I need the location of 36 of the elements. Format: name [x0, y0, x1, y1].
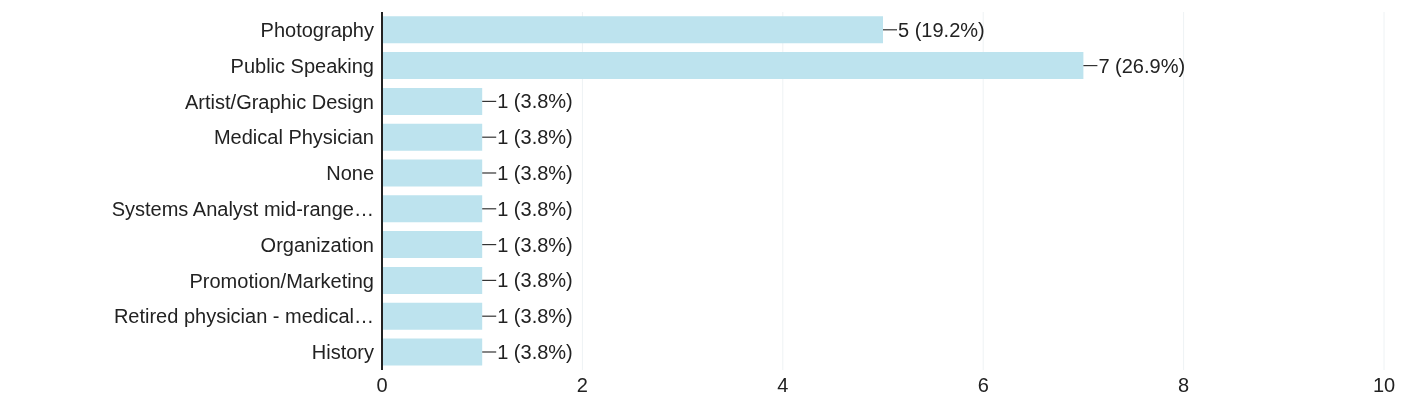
bar — [382, 302, 483, 330]
bar — [382, 231, 483, 259]
x-tick-label: 6 — [977, 374, 989, 397]
data-label: 1 (3.8%) — [497, 162, 573, 184]
bar — [382, 338, 483, 366]
x-tick-label: 0 — [376, 374, 388, 397]
data-label: 7 (26.9%) — [1098, 54, 1186, 77]
x-tick-label: 2 — [576, 374, 588, 397]
y-tick-label: History — [311, 341, 374, 364]
data-label: 1 (3.8%) — [497, 233, 573, 256]
y-tick-label: Retired physician - medical… — [113, 305, 374, 328]
y-tick-label: Artist/Graphic Design — [185, 90, 374, 113]
bar — [382, 16, 883, 44]
data-label: 1 (3.8%) — [497, 305, 573, 328]
y-tick-label: Public Speaking — [230, 54, 374, 77]
bar — [382, 159, 483, 187]
data-label: 5 (19.2%) — [898, 18, 985, 41]
data-label: 1 (3.8%) — [497, 126, 573, 149]
y-tick-label: Photography — [260, 19, 374, 41]
bar — [382, 123, 483, 151]
x-tick-label: 4 — [777, 374, 789, 397]
y-tick-label: Organization — [260, 233, 374, 256]
bar — [382, 87, 483, 115]
x-tick-label: 8 — [1178, 374, 1190, 397]
data-label: 1 (3.8%) — [497, 197, 573, 220]
data-label: 1 (3.8%) — [497, 269, 573, 292]
bar — [382, 266, 483, 294]
x-tick-label: 10 — [1372, 374, 1396, 397]
data-label: 1 (3.8%) — [497, 90, 573, 113]
y-tick-label: Systems Analyst mid-range… — [111, 198, 374, 220]
data-label: 1 (3.8%) — [497, 341, 573, 363]
bar — [382, 195, 483, 223]
y-tick-label: Promotion/Marketing — [189, 269, 374, 292]
bar — [382, 52, 1084, 80]
y-tick-label: Medical Physician — [213, 126, 374, 149]
y-tick-label: None — [326, 162, 374, 185]
